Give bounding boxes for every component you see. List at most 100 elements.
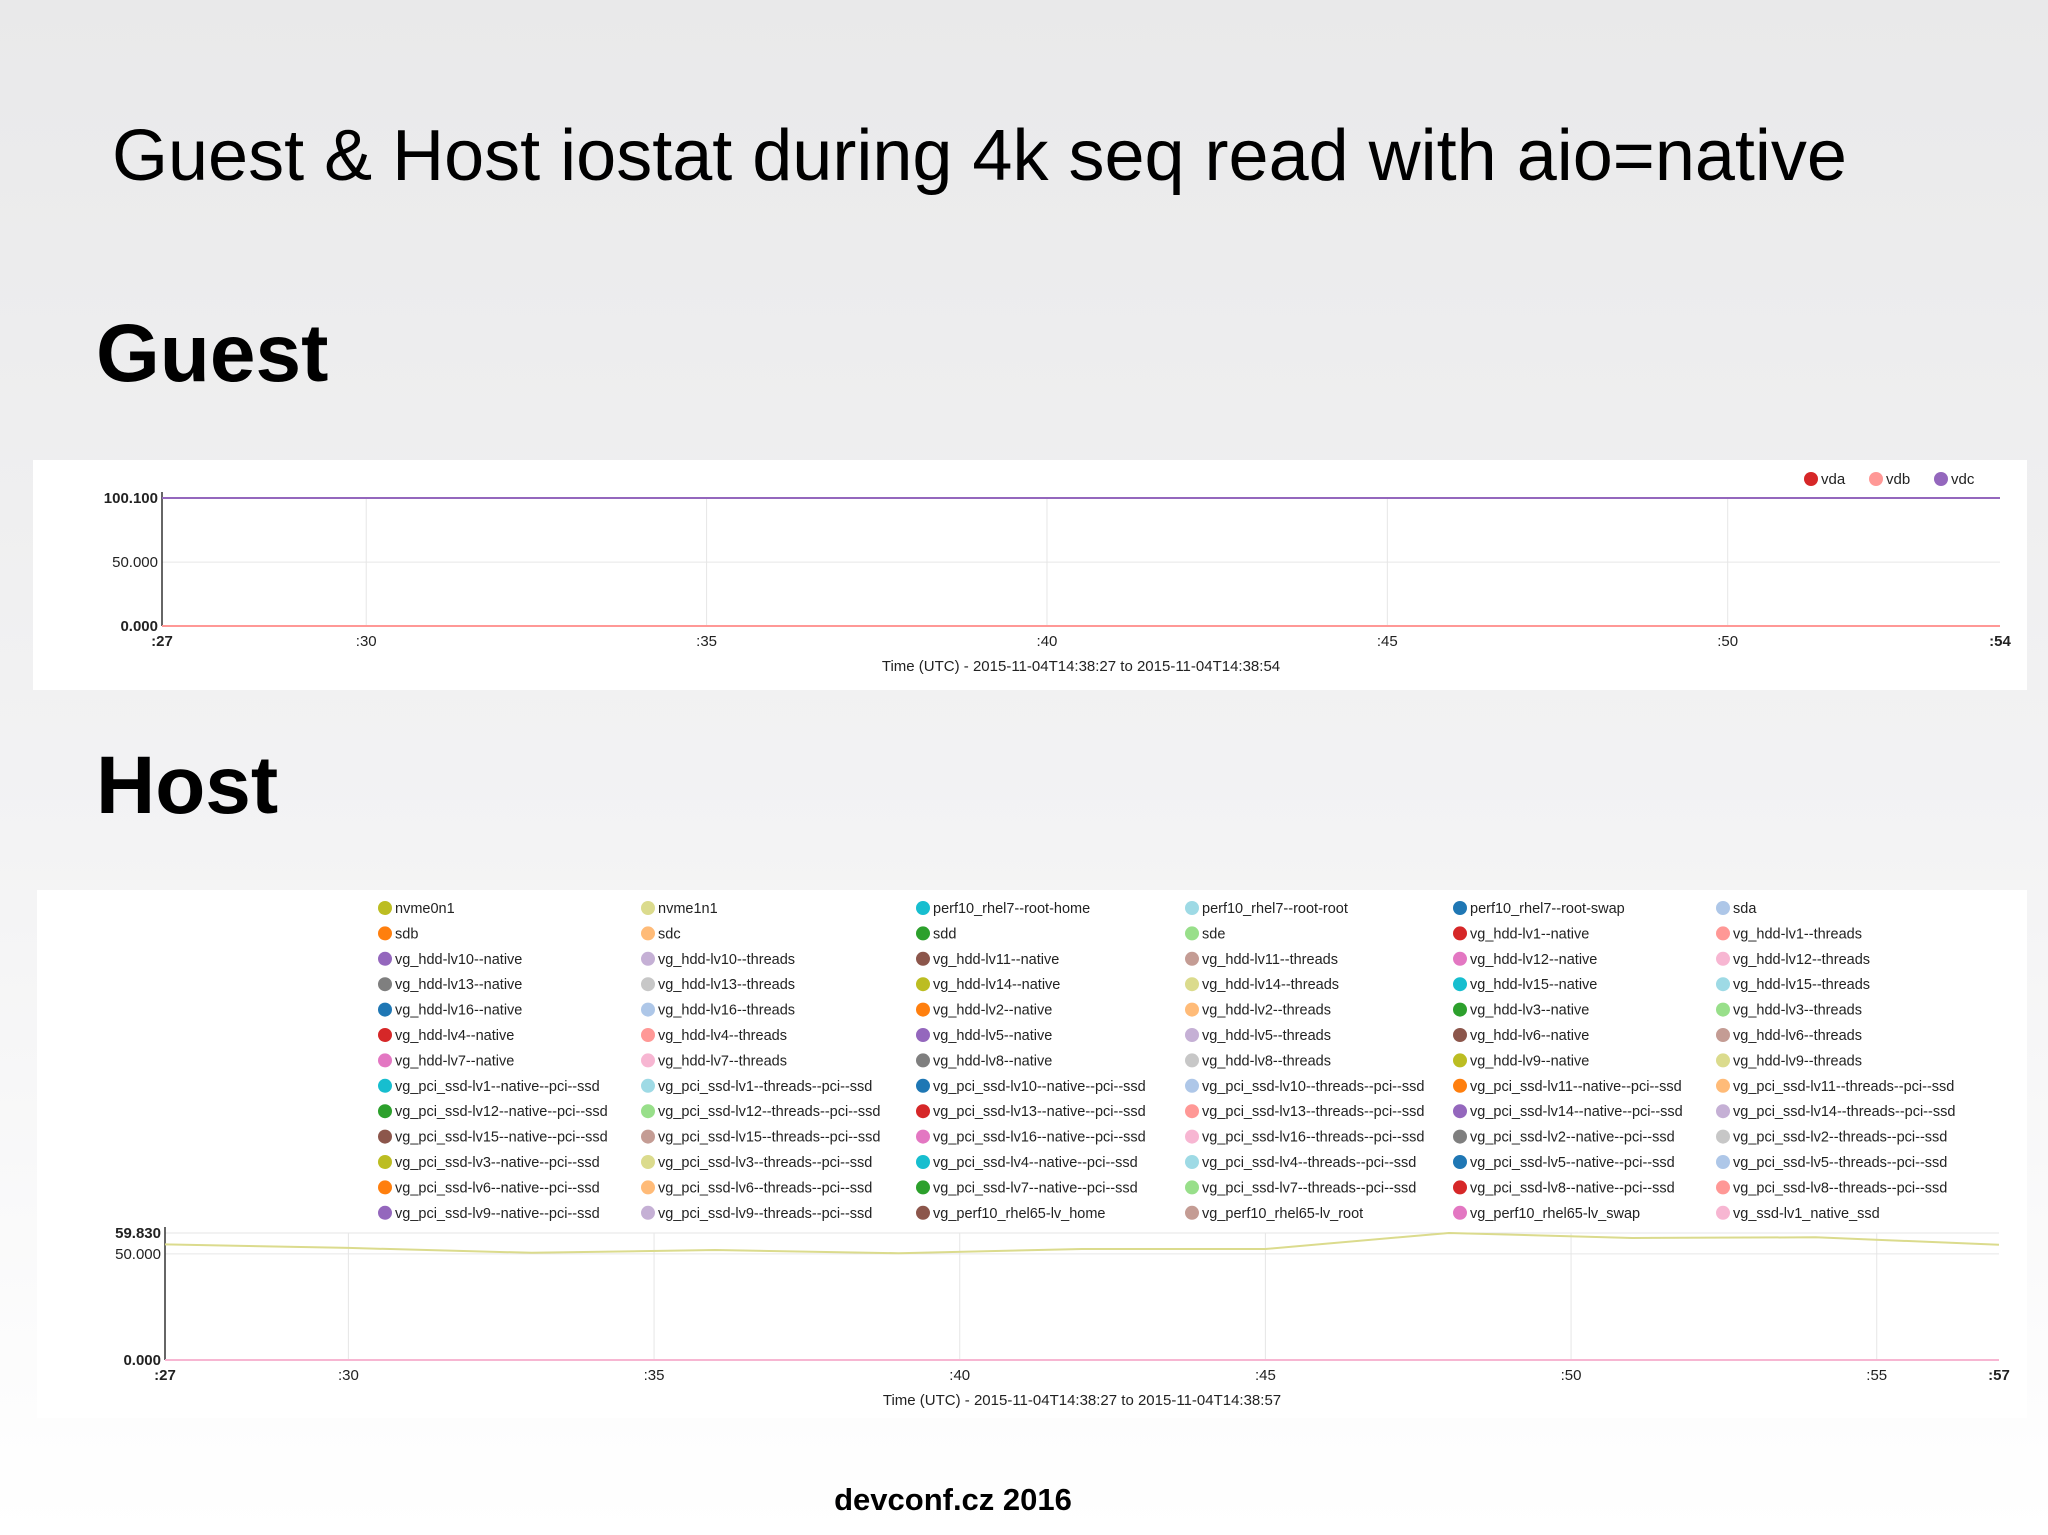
legend-swatch-sdc bbox=[641, 926, 655, 941]
legend-swatch-nvme1n1 bbox=[641, 901, 655, 915]
legend-swatch-vg_pci_ssd-lv13--native--pci--ssd bbox=[916, 1104, 930, 1119]
x-tick-label: :27 bbox=[154, 1367, 176, 1384]
legend-label-vg_perf10_rhel65-lv_home: vg_perf10_rhel65-lv_home bbox=[933, 1206, 1106, 1222]
legend-label-vg_hdd-lv10--native: vg_hdd-lv10--native bbox=[395, 952, 522, 968]
x-tick-label: :35 bbox=[644, 1367, 665, 1384]
legend-label-vg_pci_ssd-lv1--threads--pci--ssd: vg_pci_ssd-lv1--threads--pci--ssd bbox=[658, 1079, 872, 1095]
x-axis-title: Time (UTC) - 2015-11-04T14:38:27 to 2015… bbox=[882, 658, 1280, 675]
x-tick-label: :45 bbox=[1377, 633, 1398, 650]
legend-swatch-vg_hdd-lv3--native bbox=[1453, 1002, 1467, 1017]
legend-label-vg_hdd-lv11--native: vg_hdd-lv11--native bbox=[933, 952, 1059, 968]
legend-swatch-vg_pci_ssd-lv16--threads--pci--ssd bbox=[1185, 1129, 1199, 1144]
legend-label-vg_hdd-lv5--native: vg_hdd-lv5--native bbox=[933, 1028, 1052, 1044]
legend-swatch-vg_hdd-lv14--threads bbox=[1185, 977, 1199, 992]
legend-swatch-vg_hdd-lv9--threads bbox=[1716, 1053, 1730, 1068]
legend-swatch-nvme0n1 bbox=[378, 901, 392, 915]
legend-swatch-vg_hdd-lv4--native bbox=[378, 1028, 392, 1042]
legend-swatch-vg_hdd-lv3--threads bbox=[1716, 1002, 1730, 1017]
legend-label-vg_hdd-lv8--native: vg_hdd-lv8--native bbox=[933, 1053, 1052, 1069]
x-tick-label: :40 bbox=[1037, 633, 1058, 650]
legend-label-vg_hdd-lv11--threads: vg_hdd-lv11--threads bbox=[1202, 952, 1338, 968]
legend-label-vg_hdd-lv5--threads: vg_hdd-lv5--threads bbox=[1202, 1028, 1331, 1044]
y-tick-label: 50.000 bbox=[112, 554, 158, 571]
legend-label-vg_pci_ssd-lv2--native--pci--ssd: vg_pci_ssd-lv2--native--pci--ssd bbox=[1470, 1130, 1675, 1146]
legend-label-vg_hdd-lv3--native: vg_hdd-lv3--native bbox=[1470, 1003, 1589, 1019]
legend-swatch-vg_pci_ssd-lv10--native--pci--ssd bbox=[916, 1078, 930, 1093]
legend-swatch-vg_pci_ssd-lv4--threads--pci--ssd bbox=[1185, 1155, 1199, 1169]
legend-label-vg_hdd-lv4--native: vg_hdd-lv4--native bbox=[395, 1028, 514, 1044]
legend-swatch-vg_pci_ssd-lv7--threads--pci--ssd bbox=[1185, 1180, 1199, 1195]
legend-label-vg_pci_ssd-lv4--threads--pci--ssd: vg_pci_ssd-lv4--threads--pci--ssd bbox=[1202, 1155, 1416, 1171]
legend-label-vg_pci_ssd-lv10--native--pci--ssd: vg_pci_ssd-lv10--native--pci--ssd bbox=[933, 1079, 1146, 1095]
legend-swatch-vg_hdd-lv7--threads bbox=[641, 1053, 655, 1068]
x-tick-label: :35 bbox=[696, 633, 717, 650]
y-tick-label: 50.000 bbox=[115, 1246, 161, 1263]
legend-swatch-vg_hdd-lv7--native bbox=[378, 1053, 392, 1068]
legend-swatch-vg_perf10_rhel65-lv_root bbox=[1185, 1205, 1199, 1220]
legend-label-vg_pci_ssd-lv12--native--pci--ssd: vg_pci_ssd-lv12--native--pci--ssd bbox=[395, 1104, 608, 1120]
legend-swatch-vg_pci_ssd-lv8--native--pci--ssd bbox=[1453, 1180, 1467, 1195]
legend-label-perf10_rhel7--root-root: perf10_rhel7--root-root bbox=[1202, 901, 1348, 917]
legend-label-vg_pci_ssd-lv12--threads--pci--ssd: vg_pci_ssd-lv12--threads--pci--ssd bbox=[658, 1104, 880, 1120]
legend-label-vg_hdd-lv7--threads: vg_hdd-lv7--threads bbox=[658, 1053, 787, 1069]
legend-swatch-vg_hdd-lv8--threads bbox=[1185, 1053, 1199, 1068]
x-axis-title: Time (UTC) - 2015-11-04T14:38:27 to 2015… bbox=[883, 1392, 1281, 1409]
legend-swatch-vg_hdd-lv1--threads bbox=[1716, 926, 1730, 941]
legend-swatch-vg_pci_ssd-lv5--threads--pci--ssd bbox=[1716, 1155, 1730, 1169]
legend-swatch-perf10_rhel7--root-root bbox=[1185, 901, 1199, 915]
legend-swatch-vg_hdd-lv10--native bbox=[378, 951, 392, 966]
legend-label-vg_hdd-lv12--threads: vg_hdd-lv12--threads bbox=[1733, 952, 1870, 968]
legend-swatch-vg_hdd-lv2--native bbox=[916, 1002, 930, 1017]
legend-swatch-vg_pci_ssd-lv7--native--pci--ssd bbox=[916, 1180, 930, 1195]
legend-swatch-vdb bbox=[1869, 472, 1883, 486]
legend-label-vg_hdd-lv8--threads: vg_hdd-lv8--threads bbox=[1202, 1053, 1331, 1069]
x-tick-label: :54 bbox=[1989, 633, 2011, 650]
legend-label-vda: vda bbox=[1821, 471, 1846, 488]
y-tick-label: 0.000 bbox=[120, 618, 158, 635]
legend-swatch-vg_hdd-lv11--native bbox=[916, 951, 930, 966]
legend-swatch-vg_hdd-lv12--native bbox=[1453, 951, 1467, 966]
legend-label-vg_hdd-lv9--threads: vg_hdd-lv9--threads bbox=[1733, 1053, 1862, 1069]
legend-label-vg_hdd-lv12--native: vg_hdd-lv12--native bbox=[1470, 952, 1597, 968]
legend-label-vg_hdd-lv14--threads: vg_hdd-lv14--threads bbox=[1202, 977, 1339, 993]
legend-swatch-vg_hdd-lv1--native bbox=[1453, 926, 1467, 941]
legend-swatch-vg_pci_ssd-lv15--threads--pci--ssd bbox=[641, 1129, 655, 1144]
legend-label-vg_hdd-lv10--threads: vg_hdd-lv10--threads bbox=[658, 952, 795, 968]
legend-swatch-vg_pci_ssd-lv15--native--pci--ssd bbox=[378, 1129, 392, 1144]
legend-swatch-vg_hdd-lv16--threads bbox=[641, 1002, 655, 1017]
legend-label-vg_pci_ssd-lv9--native--pci--ssd: vg_pci_ssd-lv9--native--pci--ssd bbox=[395, 1206, 600, 1222]
slide-title: Guest & Host iostat during 4k seq read w… bbox=[112, 116, 1847, 196]
legend-swatch-vg_pci_ssd-lv14--native--pci--ssd bbox=[1453, 1104, 1467, 1119]
legend-swatch-vg_hdd-lv14--native bbox=[916, 977, 930, 992]
legend-swatch-vg_pci_ssd-lv12--threads--pci--ssd bbox=[641, 1104, 655, 1119]
legend-swatch-vg_hdd-lv11--threads bbox=[1185, 951, 1199, 966]
legend-swatch-vg_hdd-lv5--native bbox=[916, 1028, 930, 1042]
y-tick-label: 59.830 bbox=[115, 1225, 161, 1242]
legend-swatch-vg_pci_ssd-lv9--native--pci--ssd bbox=[378, 1205, 392, 1220]
legend-label-sdd: sdd bbox=[933, 926, 956, 942]
legend-swatch-vg_ssd-lv1_native_ssd bbox=[1716, 1205, 1730, 1220]
legend-label-vg_pci_ssd-lv16--native--pci--ssd: vg_pci_ssd-lv16--native--pci--ssd bbox=[933, 1130, 1146, 1146]
legend-label-vg_hdd-lv3--threads: vg_hdd-lv3--threads bbox=[1733, 1003, 1862, 1019]
legend-swatch-vg_pci_ssd-lv1--threads--pci--ssd bbox=[641, 1078, 655, 1093]
legend-swatch-vg_pci_ssd-lv3--threads--pci--ssd bbox=[641, 1155, 655, 1169]
x-tick-label: :57 bbox=[1988, 1367, 2010, 1384]
legend-swatch-sdd bbox=[916, 926, 930, 941]
legend-swatch-vg_pci_ssd-lv16--native--pci--ssd bbox=[916, 1129, 930, 1144]
legend-label-vg_pci_ssd-lv16--threads--pci--ssd: vg_pci_ssd-lv16--threads--pci--ssd bbox=[1202, 1130, 1424, 1146]
legend-swatch-vg_hdd-lv2--threads bbox=[1185, 1002, 1199, 1017]
legend-label-vg_pci_ssd-lv6--threads--pci--ssd: vg_pci_ssd-lv6--threads--pci--ssd bbox=[658, 1180, 872, 1196]
legend-swatch-vg_hdd-lv5--threads bbox=[1185, 1028, 1199, 1042]
legend-swatch-vg_hdd-lv9--native bbox=[1453, 1053, 1467, 1068]
series-line-nvme1n1 bbox=[164, 1231, 2000, 1255]
legend-label-vg_hdd-lv7--native: vg_hdd-lv7--native bbox=[395, 1053, 514, 1069]
legend-label-vg_pci_ssd-lv6--native--pci--ssd: vg_pci_ssd-lv6--native--pci--ssd bbox=[395, 1180, 600, 1196]
host-chart-panel: 0.000 50.000 59.830:27:30:35:40:45:50:55:5… bbox=[37, 890, 2027, 1418]
legend-swatch-vg_pci_ssd-lv9--threads--pci--ssd bbox=[641, 1205, 655, 1220]
legend-label-vg_hdd-lv15--threads: vg_hdd-lv15--threads bbox=[1733, 977, 1870, 993]
legend-label-vg_ssd-lv1_native_ssd: vg_ssd-lv1_native_ssd bbox=[1733, 1206, 1880, 1222]
legend-swatch-vg_pci_ssd-lv4--native--pci--ssd bbox=[916, 1155, 930, 1169]
legend-label-vg_pci_ssd-lv15--threads--pci--ssd: vg_pci_ssd-lv15--threads--pci--ssd bbox=[658, 1130, 880, 1146]
legend-label-vg_hdd-lv2--native: vg_hdd-lv2--native bbox=[933, 1003, 1052, 1019]
legend-label-vg_pci_ssd-lv14--threads--pci--ssd: vg_pci_ssd-lv14--threads--pci--ssd bbox=[1733, 1104, 1955, 1120]
